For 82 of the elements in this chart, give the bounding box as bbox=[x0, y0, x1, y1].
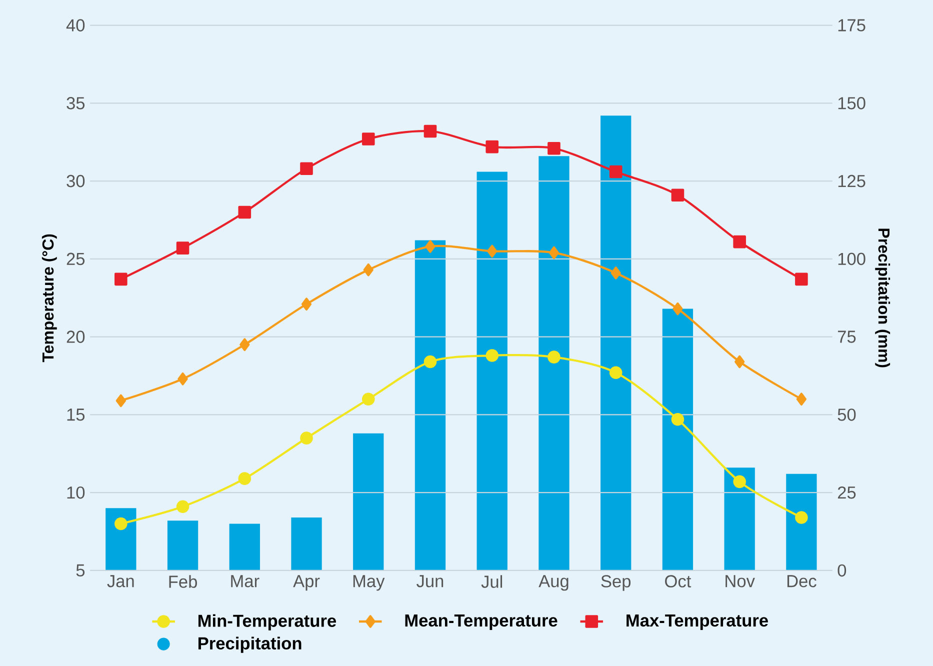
point bbox=[548, 142, 560, 155]
point bbox=[795, 272, 808, 286]
bar bbox=[724, 467, 755, 570]
bar bbox=[600, 115, 632, 570]
point bbox=[300, 431, 313, 444]
point bbox=[363, 263, 374, 276]
y2-tick-label: 0 bbox=[838, 564, 846, 576]
point bbox=[114, 517, 128, 530]
point bbox=[362, 132, 375, 146]
y2-tick-label: 25 bbox=[838, 486, 856, 499]
point bbox=[424, 355, 437, 368]
point bbox=[486, 348, 499, 362]
point bbox=[424, 124, 437, 138]
y-tick-label: 25 bbox=[66, 252, 85, 265]
point bbox=[176, 500, 190, 513]
x-tick-label: Jul bbox=[481, 574, 502, 588]
point bbox=[300, 162, 313, 175]
bar bbox=[538, 156, 570, 570]
y-tick-label: 5 bbox=[76, 564, 85, 576]
x-tick-label: May bbox=[353, 574, 385, 590]
x-tick-label: Aug bbox=[538, 574, 568, 590]
point bbox=[362, 392, 375, 406]
point bbox=[238, 206, 252, 218]
bar bbox=[476, 172, 508, 570]
y-tick-label: 40 bbox=[66, 18, 85, 32]
point bbox=[671, 188, 684, 202]
y2-axis-title: Precipitation (mm) bbox=[875, 228, 890, 368]
point bbox=[178, 372, 188, 386]
bar bbox=[662, 308, 694, 570]
y2-tick-label: 125 bbox=[838, 174, 866, 187]
point bbox=[609, 366, 622, 379]
y2-tick-label: 175 bbox=[838, 19, 866, 32]
point bbox=[240, 338, 250, 351]
bar bbox=[106, 508, 136, 570]
point bbox=[733, 475, 746, 488]
y-tick-label: 20 bbox=[66, 330, 85, 343]
x-tick-label: Apr bbox=[293, 574, 320, 590]
point bbox=[486, 140, 499, 154]
x-tick-label: Dec bbox=[787, 574, 816, 588]
point bbox=[795, 510, 808, 524]
legend-label: Max-Temperature bbox=[626, 614, 768, 630]
x-tick-label: Mar bbox=[231, 574, 260, 588]
point bbox=[610, 266, 621, 280]
bar bbox=[414, 240, 446, 570]
point bbox=[176, 241, 190, 254]
x-tick-label: Oct bbox=[665, 574, 692, 588]
bar bbox=[229, 524, 260, 570]
x-tick-label: Jun bbox=[416, 574, 444, 588]
point bbox=[425, 240, 436, 253]
point bbox=[671, 412, 684, 426]
legend-label: Mean-Temperature bbox=[405, 614, 558, 630]
y-tick-label: 10 bbox=[67, 486, 85, 499]
point bbox=[487, 244, 498, 258]
y2-tick-label: 100 bbox=[838, 252, 866, 265]
y2-tick-label: 150 bbox=[838, 96, 866, 110]
y2-tick-label: 75 bbox=[838, 330, 856, 343]
point bbox=[548, 246, 560, 259]
y-axis-title: Temperature (°C) bbox=[42, 234, 57, 362]
y2-tick-label: 50 bbox=[838, 408, 856, 421]
point bbox=[114, 272, 128, 286]
point bbox=[301, 298, 312, 310]
bar bbox=[786, 474, 817, 570]
x-tick-label: Feb bbox=[169, 574, 197, 588]
point bbox=[733, 235, 746, 248]
bar bbox=[291, 517, 322, 570]
x-tick-label: Jan bbox=[107, 574, 134, 588]
x-tick-label: Nov bbox=[726, 574, 755, 588]
legend-label: Precipitation bbox=[198, 636, 302, 653]
point bbox=[796, 392, 807, 406]
point bbox=[116, 394, 126, 407]
point bbox=[548, 350, 560, 364]
point bbox=[609, 165, 622, 178]
point bbox=[734, 355, 745, 368]
point bbox=[238, 472, 252, 485]
y-tick-label: 30 bbox=[66, 174, 85, 187]
bar bbox=[353, 433, 384, 570]
bar bbox=[167, 520, 198, 570]
y-tick-label: 35 bbox=[66, 96, 85, 110]
y-tick-label: 15 bbox=[67, 408, 85, 421]
point bbox=[672, 302, 683, 315]
legend-label: Min-Temperature bbox=[198, 614, 336, 630]
x-tick-label: Sep bbox=[601, 574, 631, 591]
